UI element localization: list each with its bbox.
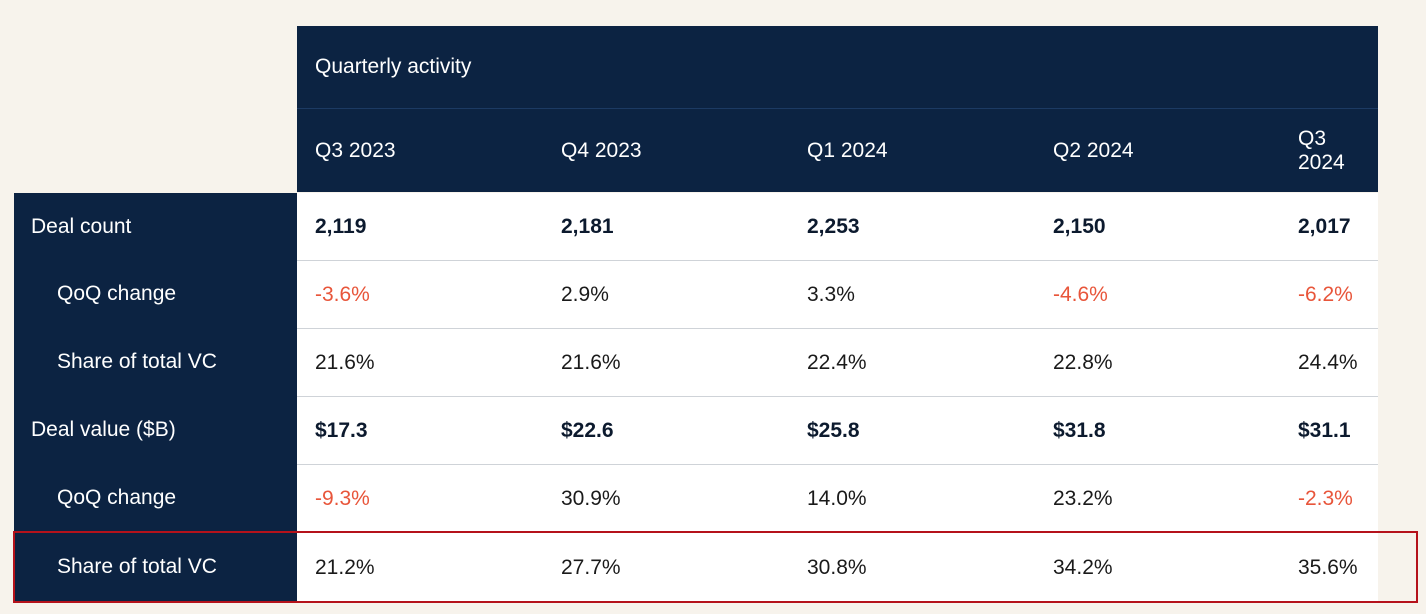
table-cell: 34.2%: [1053, 555, 1113, 579]
table-cell: $31.1: [1298, 418, 1351, 442]
row-label-deal-value-share: Share of total VC: [57, 555, 217, 578]
quarter-header-q3-2024: Q3 2024: [1298, 126, 1345, 174]
row-label-deal-value-qoq: QoQ change: [57, 486, 177, 509]
table-cell: 22.8%: [1053, 350, 1113, 374]
table-body: 2,119 2,181 2,253 2,150 2,017 -3.6% 2.9%…: [297, 193, 1378, 602]
table-cell: 2,181: [561, 214, 614, 238]
table-cell: $22.6: [561, 418, 614, 442]
table-cell: 27.7%: [561, 555, 621, 579]
table-cell: $17.3: [315, 418, 368, 442]
table-cell: -4.6%: [1053, 282, 1108, 306]
table-cell: -2.3%: [1298, 486, 1353, 510]
quarter-header-row: Q3 2023 Q4 2023 Q1 2024 Q2 2024 Q3 2024: [297, 109, 1378, 192]
table-cell: $25.8: [807, 418, 860, 442]
quarter-header-q2-2024: Q2 2024: [1053, 138, 1134, 162]
row-label-deal-count: Deal count: [31, 214, 132, 238]
table-row-deal-count-qoq: -3.6% 2.9% 3.3% -4.6% -6.2%: [297, 260, 1378, 328]
table-cell: 22.4%: [807, 350, 867, 374]
table-cell: 21.6%: [315, 350, 375, 374]
table-cell: 21.6%: [561, 350, 621, 374]
table-cell: 2.9%: [561, 282, 609, 306]
table-cell: 14.0%: [807, 486, 867, 510]
table-cell: $31.8: [1053, 418, 1106, 442]
table-cell: 2,119: [315, 214, 367, 238]
table-row-deal-count: 2,119 2,181 2,253 2,150 2,017: [297, 193, 1378, 260]
table-row-deal-value-share: 21.2% 27.7% 30.8% 34.2% 35.6%: [297, 532, 1378, 602]
row-label-deal-value: Deal value ($B): [31, 418, 176, 441]
table-cell: 30.9%: [561, 486, 621, 510]
row-labels-column: Deal count QoQ change Share of total VC …: [14, 193, 297, 602]
table-cell: -3.6%: [315, 282, 370, 306]
table-cell: 3.3%: [807, 282, 855, 306]
row-label-deal-count-qoq: QoQ change: [57, 282, 177, 305]
table-cell: 2,017: [1298, 214, 1351, 238]
quarter-header-q4-2023: Q4 2023: [561, 138, 642, 162]
table-row-deal-value-qoq: -9.3% 30.9% 14.0% 23.2% -2.3%: [297, 464, 1378, 532]
table-header: Quarterly activity Q3 2023 Q4 2023 Q1 20…: [297, 26, 1378, 192]
table-title: Quarterly activity: [297, 26, 1378, 109]
table-row-deal-count-share: 21.6% 21.6% 22.4% 22.8% 24.4%: [297, 328, 1378, 396]
table-cell: 23.2%: [1053, 486, 1113, 510]
table-cell: -6.2%: [1298, 282, 1353, 306]
table-cell: 2,253: [807, 214, 860, 238]
quarter-header-q1-2024: Q1 2024: [807, 138, 888, 162]
table-cell: 30.8%: [807, 555, 867, 579]
table-cell: -9.3%: [315, 486, 370, 510]
table-cell: 2,150: [1053, 214, 1106, 238]
table-row-deal-value: $17.3 $22.6 $25.8 $31.8 $31.1: [297, 396, 1378, 464]
table-cell: 24.4%: [1298, 350, 1358, 374]
row-label-deal-count-share: Share of total VC: [57, 350, 217, 373]
table-cell: 35.6%: [1298, 555, 1358, 579]
table-cell: 21.2%: [315, 555, 375, 579]
quarter-header-q3-2023: Q3 2023: [315, 138, 396, 162]
